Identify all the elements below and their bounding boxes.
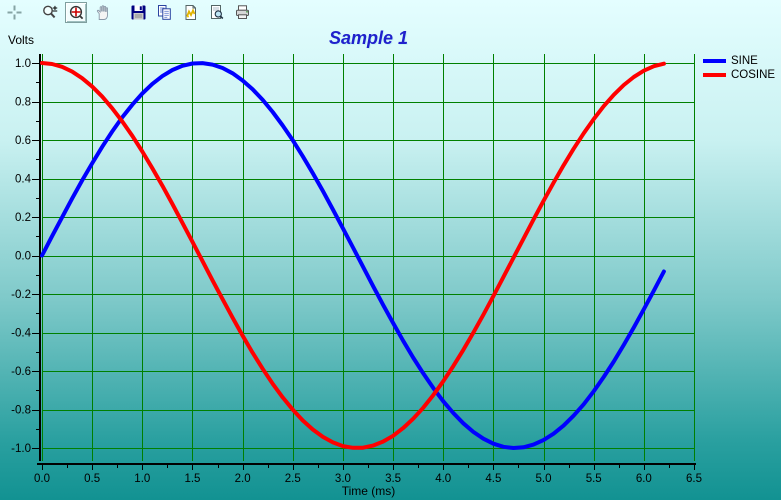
toolbar: ± <box>3 2 253 23</box>
svg-text:1.0: 1.0 <box>15 58 31 70</box>
gallery-document-icon <box>185 5 196 20</box>
svg-text:2.5: 2.5 <box>285 473 301 485</box>
legend: SINE COSINE <box>703 54 776 81</box>
svg-text:±: ± <box>52 4 57 14</box>
floppy-disk-icon <box>131 5 145 20</box>
legend-label-cosine: COSINE <box>731 68 776 81</box>
svg-text:0.6: 0.6 <box>15 135 31 147</box>
crosshair-icon <box>7 5 21 20</box>
svg-text:5.0: 5.0 <box>536 473 552 485</box>
svg-text:5.5: 5.5 <box>586 473 602 485</box>
copy-button[interactable] <box>153 2 175 23</box>
svg-text:0.0: 0.0 <box>34 473 50 485</box>
svg-text:3.5: 3.5 <box>385 473 401 485</box>
svg-text:0.0: 0.0 <box>15 251 31 263</box>
svg-text:3.0: 3.0 <box>335 473 351 485</box>
chart-title: Sample 1 <box>328 28 409 48</box>
legend-item-sine[interactable]: SINE <box>703 54 775 67</box>
chart-gallery-button[interactable] <box>179 2 201 23</box>
svg-text:4.5: 4.5 <box>485 473 501 485</box>
svg-text:-0.4: -0.4 <box>11 328 31 340</box>
svg-text:6.5: 6.5 <box>686 473 702 485</box>
svg-text:4.0: 4.0 <box>435 473 451 485</box>
magnifier-target-icon <box>69 5 83 20</box>
hand-icon <box>96 5 108 20</box>
print-preview-button[interactable] <box>205 2 227 23</box>
legend-label-sine: SINE <box>731 54 758 67</box>
sine-color-swatch <box>703 58 726 63</box>
zoom-in-out-tool-button[interactable]: ± <box>39 2 61 23</box>
svg-text:0.5: 0.5 <box>84 473 100 485</box>
svg-text:2.0: 2.0 <box>235 473 251 485</box>
zoom-area-tool-button[interactable] <box>65 2 87 23</box>
y-axis-title: Volts <box>8 33 35 47</box>
save-button[interactable] <box>127 2 149 23</box>
svg-text:-0.8: -0.8 <box>11 405 31 417</box>
svg-text:6.0: 6.0 <box>636 473 652 485</box>
crosshair-tool-button[interactable] <box>3 2 25 23</box>
print-preview-icon <box>210 5 223 20</box>
cosine-color-swatch <box>703 72 726 77</box>
printer-icon <box>235 5 249 20</box>
svg-text:-0.2: -0.2 <box>11 289 31 301</box>
legend-item-cosine[interactable]: COSINE <box>703 68 776 81</box>
svg-text:-1.0: -1.0 <box>11 443 31 455</box>
svg-text:0.4: 0.4 <box>15 174 32 186</box>
svg-text:-0.6: -0.6 <box>11 366 31 378</box>
svg-text:1.5: 1.5 <box>184 473 200 485</box>
copy-icon <box>157 5 171 20</box>
svg-text:1.0: 1.0 <box>134 473 150 485</box>
print-button[interactable] <box>231 2 253 23</box>
svg-text:0.2: 0.2 <box>15 212 31 224</box>
svg-text:0.8: 0.8 <box>15 97 31 109</box>
pan-tool-button[interactable] <box>91 2 113 23</box>
magnifier-plus-minus-icon: ± <box>42 4 57 19</box>
x-axis-title: Time (ms) <box>341 484 396 498</box>
